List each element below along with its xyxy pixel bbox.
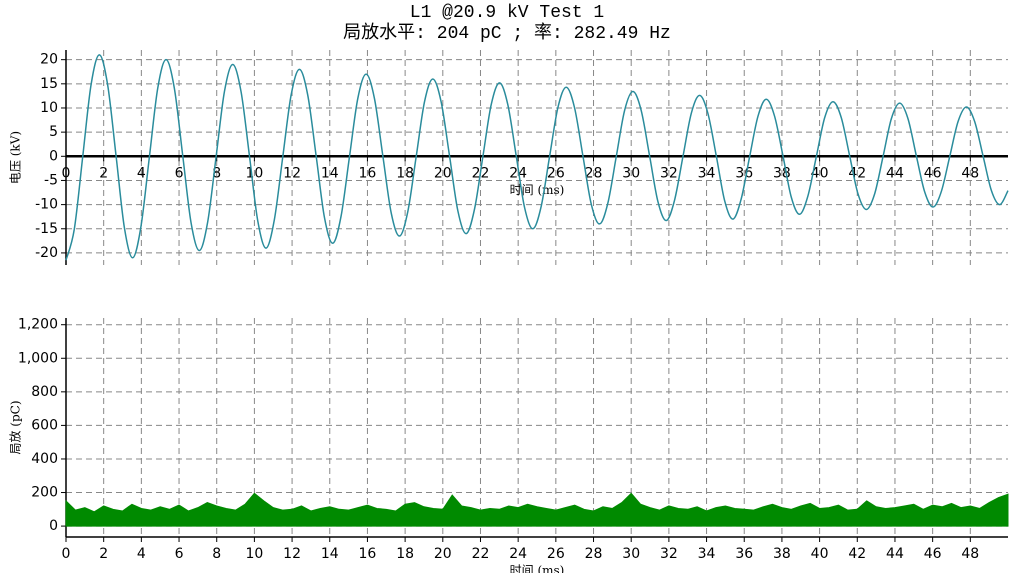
x-tick-label: 6 <box>175 546 184 562</box>
x-tick-label: 2 <box>99 165 108 181</box>
x-tick-label: 6 <box>175 165 184 181</box>
x-tick-label: 10 <box>245 546 263 562</box>
x-axis-label: 时间 (ms) <box>510 183 565 197</box>
x-tick-label: 4 <box>137 546 146 562</box>
y-tick-label: 800 <box>31 384 58 400</box>
x-tick-label: 36 <box>735 165 753 181</box>
y-tick-label: 0 <box>49 518 58 534</box>
x-tick-label: 12 <box>283 546 301 562</box>
y-tick-label: -10 <box>35 197 58 213</box>
y-tick-label: 1,200 <box>18 317 58 333</box>
x-tick-label: 44 <box>886 165 904 181</box>
x-tick-label: 32 <box>660 165 678 181</box>
x-tick-label: 46 <box>924 165 942 181</box>
y-tick-label: -15 <box>35 221 58 237</box>
x-tick-label: 10 <box>245 165 263 181</box>
x-tick-label: 34 <box>698 165 716 181</box>
x-tick-label: 30 <box>622 546 640 562</box>
x-tick-label: 34 <box>698 546 716 562</box>
x-tick-label: 8 <box>212 546 221 562</box>
x-tick-label: 48 <box>961 546 979 562</box>
y-tick-label: 5 <box>49 124 58 140</box>
x-axis-label: 时间 (ms) <box>510 564 565 573</box>
y-tick-label: 10 <box>40 100 58 116</box>
y-tick-label: 200 <box>31 485 58 501</box>
x-tick-label: 0 <box>62 546 71 562</box>
x-tick-label: 30 <box>622 165 640 181</box>
x-tick-label: 20 <box>434 165 452 181</box>
y-tick-label: 15 <box>40 76 58 92</box>
x-tick-label: 28 <box>585 546 603 562</box>
x-tick-label: 16 <box>359 546 377 562</box>
line-series <box>65 54 1009 261</box>
x-tick-label: 4 <box>137 165 146 181</box>
x-tick-label: 2 <box>99 546 108 562</box>
x-tick-label: 32 <box>660 546 678 562</box>
y-tick-label: 0 <box>49 148 58 164</box>
x-tick-label: 44 <box>886 546 904 562</box>
y-axis-label: 电压 (kV) <box>9 131 23 184</box>
x-tick-label: 28 <box>585 165 603 181</box>
x-tick-label: 18 <box>396 546 414 562</box>
x-tick-label: 12 <box>283 165 301 181</box>
x-tick-label: 42 <box>848 165 866 181</box>
x-tick-label: 8 <box>212 165 221 181</box>
x-tick-label: 18 <box>396 165 414 181</box>
x-tick-label: 40 <box>811 165 829 181</box>
x-tick-label: 36 <box>735 546 753 562</box>
x-tick-label: 16 <box>359 165 377 181</box>
x-tick-label: 20 <box>434 546 452 562</box>
x-tick-label: 26 <box>547 165 565 181</box>
x-tick-label: 14 <box>321 546 339 562</box>
x-tick-label: 38 <box>773 546 791 562</box>
y-tick-label: 20 <box>40 52 58 68</box>
x-tick-label: 40 <box>811 546 829 562</box>
y-tick-label: 600 <box>31 417 58 433</box>
y-tick-label: 1,000 <box>18 350 58 366</box>
x-tick-label: 42 <box>848 546 866 562</box>
y-axis-label: 局放 (pC) <box>8 400 23 454</box>
x-tick-label: 22 <box>472 546 490 562</box>
x-tick-label: 24 <box>509 546 527 562</box>
chart-subtitle: 局放水平: 204 pC ; 率: 282.49 Hz <box>343 22 671 44</box>
x-tick-label: 38 <box>773 165 791 181</box>
x-tick-label: 48 <box>961 165 979 181</box>
y-tick-label: 400 <box>31 451 58 467</box>
x-tick-label: 14 <box>321 165 339 181</box>
x-tick-label: 26 <box>547 546 565 562</box>
x-tick-label: 46 <box>924 546 942 562</box>
y-tick-label: -20 <box>35 245 58 261</box>
y-tick-label: -5 <box>44 172 58 188</box>
chart-title: L1 @20.9 kV Test 1 <box>410 3 604 23</box>
area-series <box>65 492 1009 527</box>
